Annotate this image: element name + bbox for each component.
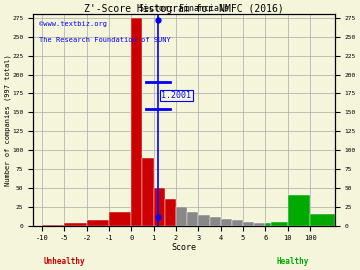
Text: Sector: Financials: Sector: Financials bbox=[139, 4, 229, 13]
Bar bbox=[210, 217, 221, 226]
Bar bbox=[109, 212, 131, 226]
Bar bbox=[143, 158, 154, 226]
Bar bbox=[42, 225, 64, 226]
Bar bbox=[288, 195, 310, 226]
Text: ©www.textbiz.org: ©www.textbiz.org bbox=[39, 21, 107, 26]
Bar bbox=[254, 223, 265, 226]
Bar bbox=[243, 222, 254, 226]
Bar bbox=[221, 219, 232, 226]
Bar bbox=[271, 222, 288, 226]
Bar bbox=[232, 220, 243, 226]
Bar bbox=[87, 220, 109, 226]
Title: Z'-Score Histogram for NMFC (2016): Z'-Score Histogram for NMFC (2016) bbox=[84, 4, 284, 14]
Bar bbox=[310, 214, 335, 226]
Bar bbox=[64, 223, 87, 226]
Text: Healthy: Healthy bbox=[276, 257, 309, 266]
Text: The Research Foundation of SUNY: The Research Foundation of SUNY bbox=[39, 38, 171, 43]
Bar bbox=[154, 188, 165, 226]
X-axis label: Score: Score bbox=[171, 243, 197, 252]
Bar bbox=[187, 212, 198, 226]
Y-axis label: Number of companies (997 total): Number of companies (997 total) bbox=[4, 54, 11, 186]
Bar bbox=[198, 215, 210, 226]
Bar bbox=[131, 18, 143, 226]
Bar bbox=[265, 223, 271, 226]
Bar bbox=[176, 207, 187, 226]
Text: Unhealthy: Unhealthy bbox=[44, 257, 85, 266]
Bar bbox=[165, 199, 176, 226]
Text: 1.2001: 1.2001 bbox=[162, 91, 192, 100]
